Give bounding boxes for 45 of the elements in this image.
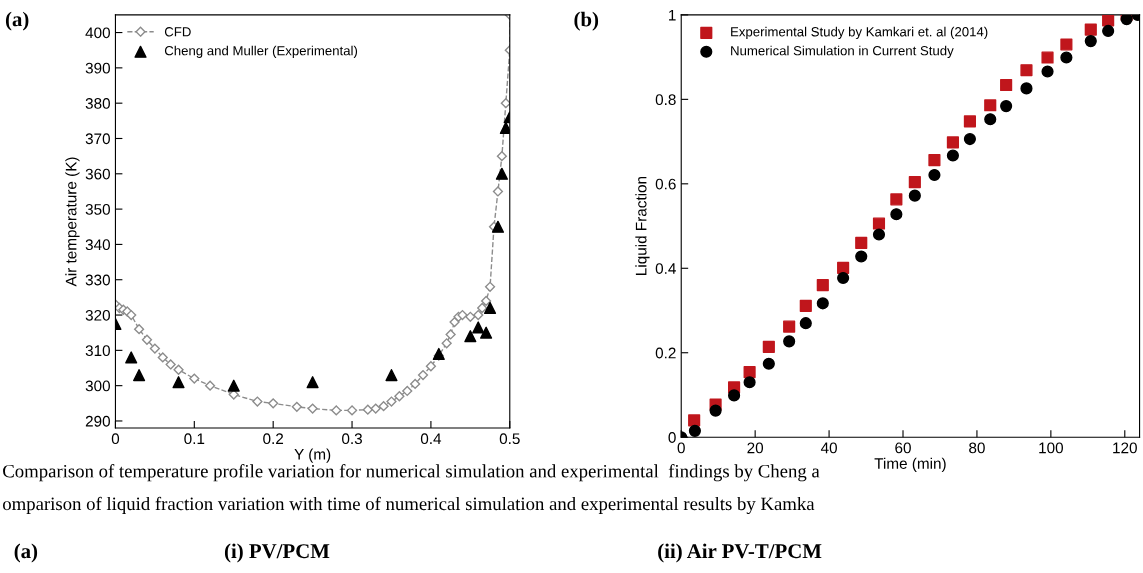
legend-label: Cheng and Muller (Experimental) [164,45,358,58]
y-tick-label: 390 [85,62,110,74]
text: Comparison of temperature profile variation for numerical simulation and experimental findings by Cheng a [3,464,820,482]
y-tick-label: 0.4 [655,263,676,274]
text: (i) PV/PCM [224,543,330,563]
y-tick-label: 1 [669,9,676,21]
x-tick-label: 0.1 [184,433,205,445]
x-tick-label: 0 [677,442,685,454]
y-tick-label: 380 [85,98,110,109]
text: (a) [14,543,38,563]
text: (ii) Air PV-T/PCM [658,543,822,563]
y-tick-label: 400 [85,27,110,39]
y-tick-label: 370 [85,133,110,145]
y-tick-label: 290 [85,415,110,427]
legend-label: Numerical Simulation in Current Study [731,45,954,58]
y-tick-label: 320 [85,309,110,321]
x-tick-label: 40 [820,442,837,454]
y-tick-label: 0.8 [655,94,676,106]
y-tick-label: 310 [85,345,110,357]
text: omparison of liquid fraction variation with time of numerical simulation and experimental results by Kamka [3,496,815,515]
x-tick-label: 80 [969,442,985,454]
legend-label: Experimental Study by Kamkari et. al (2014) [731,26,988,40]
legend-label: CFD [164,27,191,37]
x-tick-label: 0.5 [499,433,520,445]
y-axis-title: Air temperature (K) [65,157,80,287]
x-tick-label: 120 [1113,442,1137,454]
y-tick-label: 0.2 [655,347,676,359]
x-tick-label: 0 [111,433,120,445]
x-tick-label: 60 [895,442,911,454]
x-tick-label: 100 [1039,442,1064,454]
x-axis-title: Y (m) [294,448,331,463]
y-axis-title: Liquid Fraction [635,176,650,275]
y-tick-label: 360 [85,168,110,180]
x-tick-label: 20 [747,442,764,454]
y-tick-label: 300 [85,380,110,392]
y-tick-label: 330 [85,274,110,286]
x-tick-label: 0.3 [342,433,362,445]
x-tick-label: 0.4 [420,433,442,445]
text: (b) [574,11,599,31]
y-tick-label: 0.6 [655,178,676,190]
y-tick-label: 350 [85,203,110,215]
x-tick-label: 0.2 [263,433,284,445]
text: (a) [5,11,29,31]
y-tick-label: 340 [85,239,110,251]
x-axis-title: Time (min) [874,457,946,472]
